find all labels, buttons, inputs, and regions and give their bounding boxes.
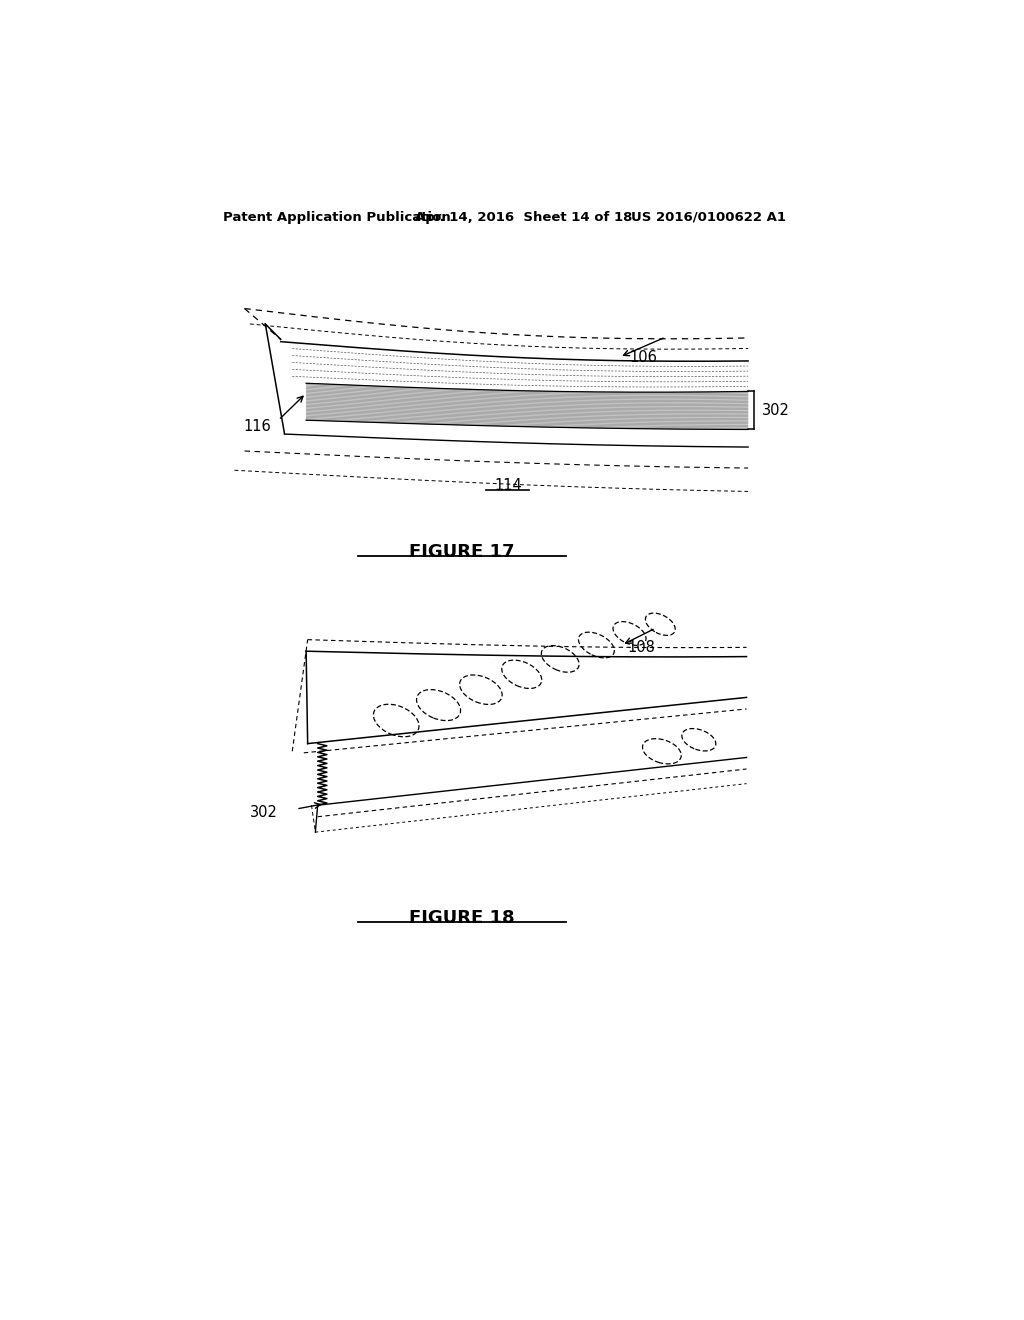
Text: 108: 108	[628, 640, 655, 655]
Text: FIGURE 18: FIGURE 18	[409, 909, 514, 927]
Text: Apr. 14, 2016  Sheet 14 of 18: Apr. 14, 2016 Sheet 14 of 18	[416, 211, 633, 224]
Text: US 2016/0100622 A1: US 2016/0100622 A1	[631, 211, 786, 224]
Polygon shape	[306, 383, 749, 429]
Text: 114: 114	[494, 478, 522, 492]
Text: 302: 302	[250, 805, 278, 821]
Text: 302: 302	[762, 403, 790, 418]
Text: 106: 106	[630, 350, 657, 364]
Text: Patent Application Publication: Patent Application Publication	[223, 211, 451, 224]
Text: FIGURE 17: FIGURE 17	[409, 544, 514, 561]
Text: 116: 116	[244, 418, 271, 434]
